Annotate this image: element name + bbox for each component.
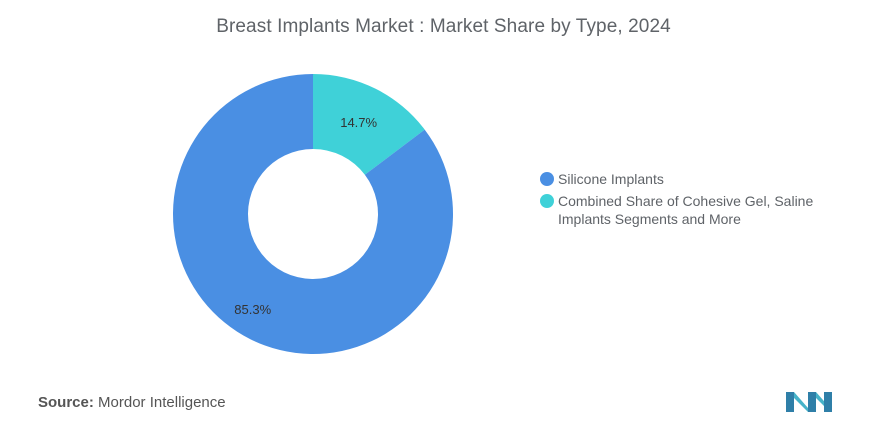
legend-swatch-silicone bbox=[540, 172, 554, 186]
legend-item-silicone: Silicone Implants bbox=[540, 170, 860, 188]
source-note: Source: Mordor Intelligence bbox=[38, 394, 226, 411]
donut-slice-silicone bbox=[173, 74, 454, 354]
chart-title: Breast Implants Market : Market Share by… bbox=[216, 16, 671, 37]
source-label: Source: bbox=[38, 394, 94, 411]
source-text: Mordor Intelligence bbox=[98, 394, 226, 411]
data-label-combined: 14.7% bbox=[340, 115, 377, 130]
mordor-intelligence-logo-icon bbox=[786, 392, 832, 412]
data-label-silicone: 85.3% bbox=[234, 302, 271, 317]
donut-slice-combined bbox=[313, 74, 425, 175]
legend-swatch-combined bbox=[540, 194, 554, 208]
legend-item-combined: Combined Share of Cohesive Gel, Saline I… bbox=[540, 192, 860, 228]
legend-label-combined: Combined Share of Cohesive Gel, Saline I… bbox=[558, 193, 814, 227]
legend: Silicone Implants Combined Share of Cohe… bbox=[540, 170, 860, 232]
donut-chart: 14.7% 85.3% bbox=[173, 74, 454, 354]
legend-label-silicone: Silicone Implants bbox=[558, 171, 664, 187]
